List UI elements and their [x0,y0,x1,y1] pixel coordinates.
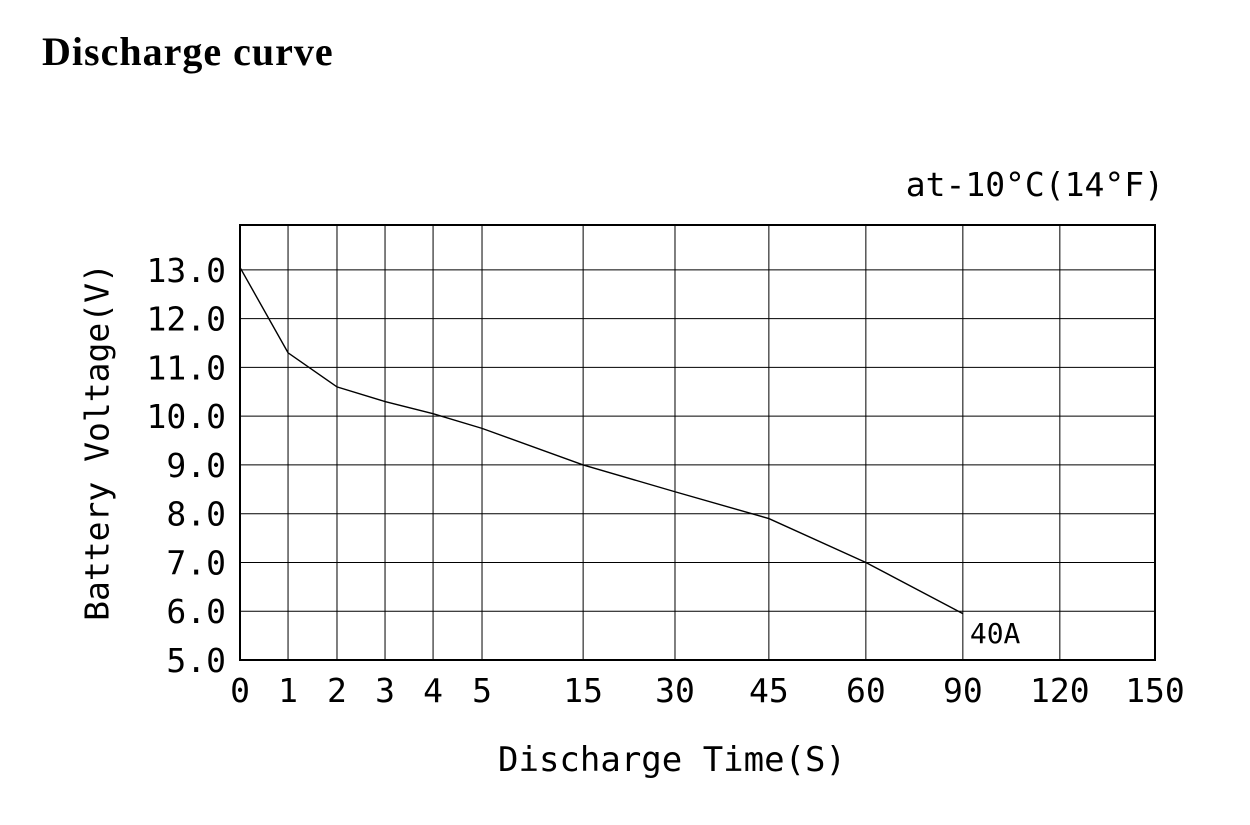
svg-text:60: 60 [846,671,886,710]
svg-text:4: 4 [423,671,443,710]
x-axis-label: Discharge Time(S) [498,740,846,780]
svg-text:7.0: 7.0 [166,543,226,582]
svg-text:15: 15 [563,671,603,710]
svg-text:30: 30 [655,671,695,710]
svg-text:90: 90 [943,671,983,710]
series-label: 40A [969,616,1021,650]
svg-text:45: 45 [749,671,789,710]
svg-text:2: 2 [327,671,347,710]
svg-text:150: 150 [1125,671,1185,710]
svg-text:0: 0 [230,671,250,710]
svg-text:10.0: 10.0 [147,397,226,436]
svg-text:5: 5 [472,671,492,710]
chart-title: Discharge curve [42,29,334,74]
svg-text:1: 1 [278,671,298,710]
svg-text:120: 120 [1030,671,1090,710]
svg-text:12.0: 12.0 [147,300,226,339]
temperature-annotation: at-10°C(14°F) [905,165,1164,204]
svg-text:11.0: 11.0 [147,348,226,387]
svg-text:8.0: 8.0 [166,495,226,534]
svg-text:5.0: 5.0 [166,641,226,680]
svg-text:3: 3 [375,671,395,710]
svg-text:9.0: 9.0 [166,446,226,485]
svg-text:6.0: 6.0 [166,592,226,631]
svg-text:13.0: 13.0 [147,251,226,290]
